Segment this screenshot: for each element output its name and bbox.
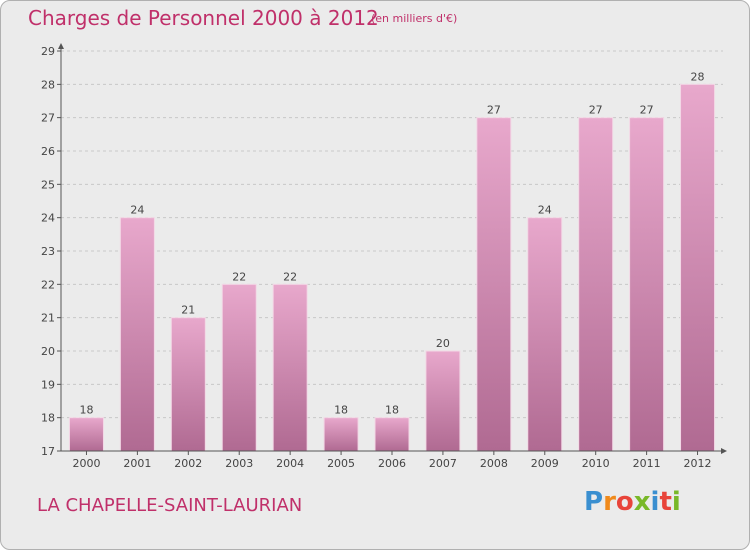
bar-value-label: 18	[334, 404, 348, 417]
bar-value-label: 22	[232, 270, 246, 283]
grid-lines	[61, 50, 723, 452]
x-tick-label: 2002	[174, 457, 202, 470]
bar-value-label: 18	[79, 404, 93, 417]
y-axis-arrow	[58, 43, 64, 49]
bar	[323, 417, 359, 452]
x-tick-label: 2008	[480, 457, 508, 470]
bar-value-label: 24	[538, 204, 552, 217]
labels: 17 18 19 20 21 22 23 24 25 26 27 28 29 18 2000 24 2001 21…	[41, 45, 712, 470]
bar-value-label: 24	[130, 204, 144, 217]
bar-value-label: 27	[487, 104, 501, 117]
bar	[425, 350, 461, 452]
logo-letter: r	[603, 487, 616, 517]
y-tick-label: 26	[41, 145, 55, 158]
proxiti-logo[interactable]: Proxiti	[584, 487, 681, 517]
logo-letter: x	[633, 487, 651, 517]
bar-value-label: 20	[436, 337, 450, 350]
axes	[57, 43, 727, 455]
x-tick-label: 2009	[531, 457, 559, 470]
bar	[578, 117, 614, 452]
logo-letter: t	[659, 487, 672, 517]
y-tick-label: 28	[41, 78, 55, 91]
logo-letter: P	[584, 487, 604, 517]
bar-value-label: 28	[691, 70, 705, 83]
bar	[272, 283, 308, 452]
logo-letter: i	[671, 487, 681, 517]
bar	[68, 417, 104, 452]
bar	[680, 83, 716, 452]
x-axis-arrow	[721, 448, 727, 454]
bar-value-label: 22	[283, 270, 297, 283]
y-tick-label: 17	[41, 445, 55, 458]
bar	[527, 217, 563, 452]
x-tick-label: 2005	[327, 457, 355, 470]
x-tick-label: 2011	[633, 457, 661, 470]
y-tick-label: 21	[41, 312, 55, 325]
y-tick-label: 18	[41, 412, 55, 425]
x-tick-label: 2006	[378, 457, 406, 470]
chart-unit-note: (en milliers d'€)	[371, 12, 458, 25]
x-tick-label: 2000	[72, 457, 100, 470]
x-tick-label: 2012	[684, 457, 712, 470]
x-tick-label: 2001	[123, 457, 151, 470]
commune-name: LA CHAPELLE-SAINT-LAURIAN	[37, 495, 303, 516]
logo-letter: i	[650, 487, 660, 517]
bars	[68, 83, 716, 452]
y-tick-label: 24	[41, 212, 55, 225]
bar-value-label: 27	[640, 104, 654, 117]
bar	[629, 117, 665, 452]
chart-title: Charges de Personnel 2000 à 2012	[28, 6, 379, 30]
bar	[221, 283, 257, 452]
x-tick-label: 2007	[429, 457, 457, 470]
x-tick-label: 2004	[276, 457, 304, 470]
bar-value-label: 27	[589, 104, 603, 117]
bar-value-label: 18	[385, 404, 399, 417]
y-tick-label: 25	[41, 178, 55, 191]
y-tick-label: 20	[41, 345, 55, 358]
y-tick-label: 22	[41, 278, 55, 291]
x-tick-label: 2003	[225, 457, 253, 470]
y-tick-label: 19	[41, 378, 55, 391]
bar	[374, 417, 410, 452]
y-tick-label: 29	[41, 45, 55, 58]
logo-letter: o	[615, 487, 634, 517]
bar	[170, 317, 206, 452]
y-tick-label: 23	[41, 245, 55, 258]
bar	[476, 117, 512, 452]
x-tick-label: 2010	[582, 457, 610, 470]
y-tick-label: 27	[41, 112, 55, 125]
bar	[119, 217, 155, 452]
bar-value-label: 21	[181, 304, 195, 317]
